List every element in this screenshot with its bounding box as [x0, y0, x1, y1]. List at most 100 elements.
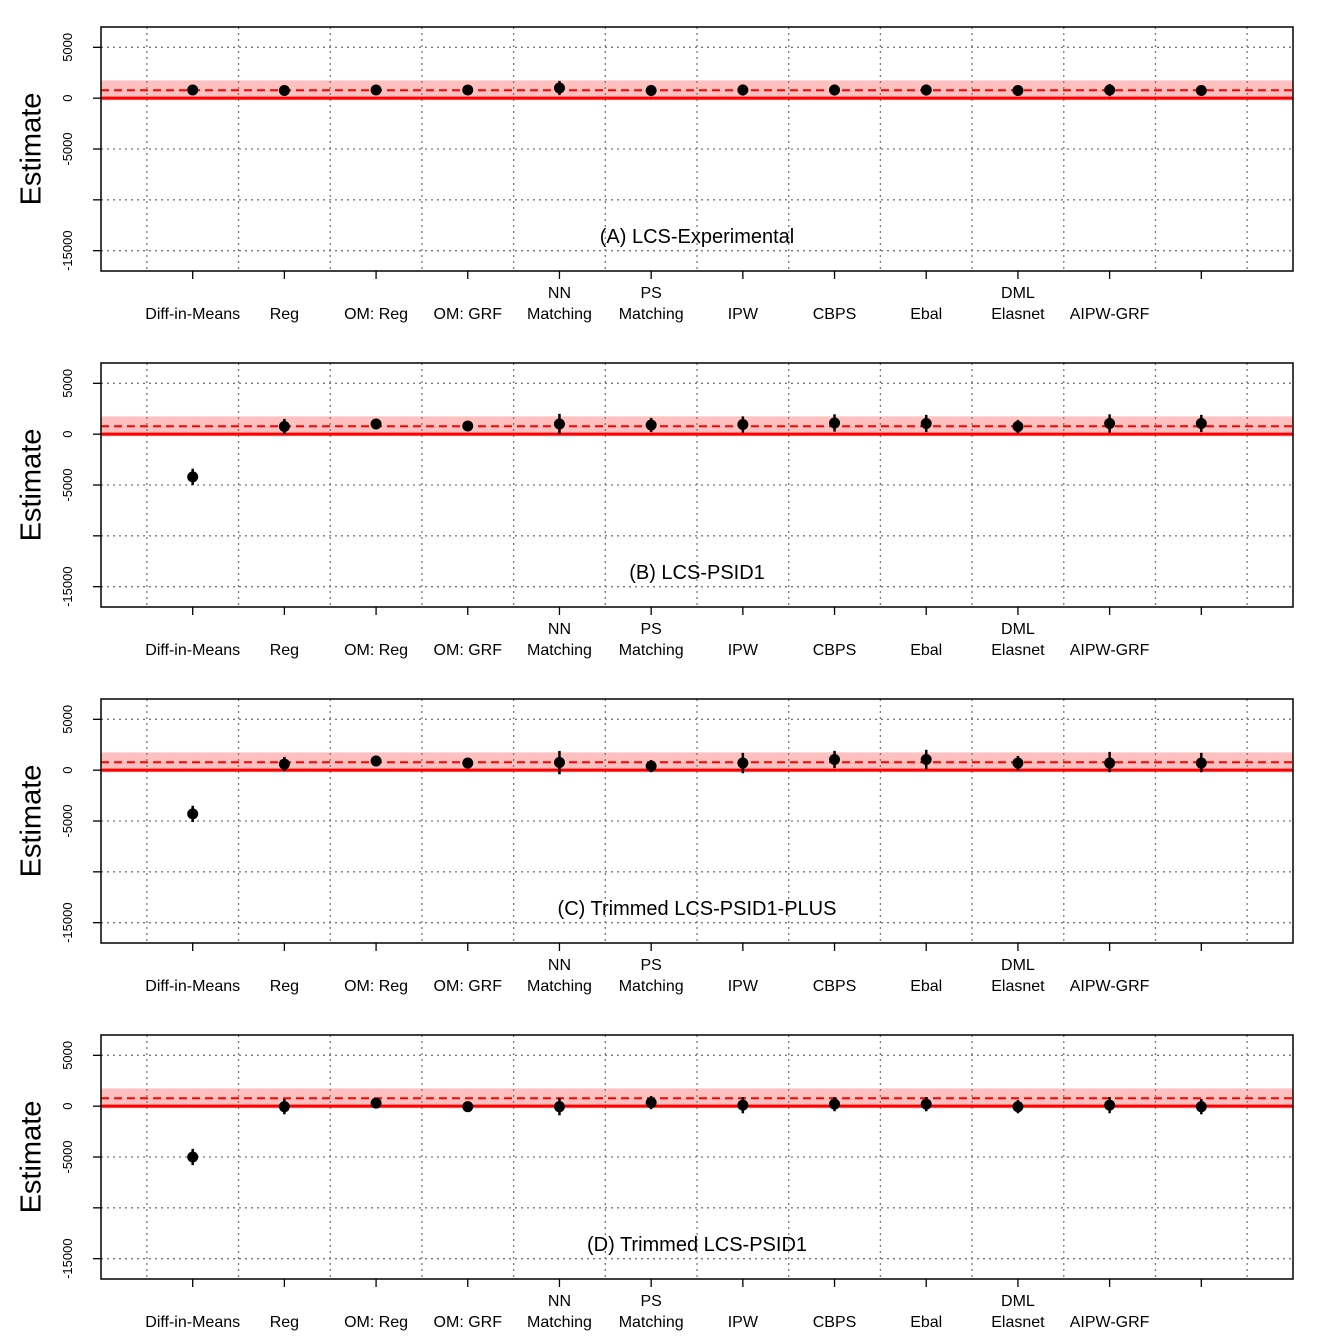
point-estimate — [278, 758, 290, 770]
y-tick-label: -5000 — [60, 468, 75, 501]
point-estimate — [829, 1098, 841, 1110]
x-category-label-line1: PS — [640, 957, 661, 974]
y-tick-label: -15000 — [60, 230, 75, 270]
point-estimate — [920, 1098, 932, 1110]
point-estimate — [1012, 1101, 1024, 1113]
point-estimate — [1012, 757, 1024, 769]
x-category-label: Matching — [527, 306, 592, 323]
y-tick-label: 5000 — [60, 705, 75, 734]
y-tick-label: -5000 — [60, 804, 75, 837]
panel-title: (B) LCS-PSID1 — [629, 562, 765, 584]
point-estimate — [370, 755, 382, 767]
point-estimate — [187, 471, 199, 483]
point-estimate — [829, 84, 841, 96]
point-estimate — [1195, 1101, 1207, 1113]
x-category-label-line1: NN — [548, 957, 571, 974]
panel-a: 5000 0 -5000 -15000 Estimate Diff-in-Means Reg… — [16, 26, 1294, 323]
point-estimate — [645, 419, 657, 431]
y-tick-label: 0 — [60, 431, 75, 438]
point-estimate — [278, 85, 290, 97]
point-estimate — [737, 1099, 749, 1111]
x-category-label: Ebal — [910, 642, 942, 659]
y-axis-label: Estimate — [16, 93, 48, 206]
point-estimate — [553, 1101, 565, 1113]
x-category-label: Matching — [527, 642, 592, 659]
y-tick-label: -5000 — [60, 132, 75, 165]
benchmark-ci-band — [101, 752, 1293, 773]
point-estimate — [462, 84, 474, 96]
x-category-label: Ebal — [910, 1314, 942, 1331]
x-category-label: IPW — [728, 306, 759, 323]
y-axis-label: Estimate — [16, 429, 48, 542]
x-category-label: Reg — [270, 306, 299, 323]
x-category-label: Reg — [270, 642, 299, 659]
point-estimate — [462, 1101, 474, 1113]
x-category-label-line1: DML — [1001, 621, 1035, 638]
point-estimate — [1195, 85, 1207, 97]
point-estimate — [553, 418, 565, 430]
y-tick-label: 5000 — [60, 1041, 75, 1070]
x-category-label: Diff-in-Means — [145, 306, 240, 323]
x-category-label: Elasnet — [991, 306, 1045, 323]
point-estimate — [278, 421, 290, 433]
x-category-label: Reg — [270, 1314, 299, 1331]
x-category-label: OM: Reg — [344, 978, 408, 995]
y-tick-label: -5000 — [60, 1140, 75, 1173]
x-category-label: CBPS — [813, 642, 857, 659]
x-category-label: AIPW-GRF — [1070, 1314, 1150, 1331]
point-estimate — [187, 808, 199, 820]
x-category-label: OM: GRF — [434, 1314, 503, 1331]
x-category-label: Diff-in-Means — [145, 978, 240, 995]
x-category-label-line1: DML — [1001, 1293, 1035, 1310]
y-axis-label: Estimate — [16, 765, 48, 878]
point-estimate — [920, 84, 932, 96]
panel-c: 5000 0 -5000 -15000 Estimate Diff-in-Means Reg… — [16, 698, 1294, 995]
point-estimate — [920, 753, 932, 765]
x-category-label: Matching — [527, 1314, 592, 1331]
x-category-label: Elasnet — [991, 978, 1045, 995]
x-category-label: Matching — [619, 1314, 684, 1331]
x-category-label: Matching — [619, 978, 684, 995]
panel-title: (D) Trimmed LCS-PSID1 — [587, 1234, 807, 1256]
point-estimate — [370, 1097, 382, 1109]
x-category-label: IPW — [728, 978, 759, 995]
y-tick-label: 0 — [60, 767, 75, 774]
x-category-label: OM: GRF — [434, 642, 503, 659]
point-estimate — [737, 84, 749, 96]
y-axis-label: Estimate — [16, 1101, 48, 1214]
x-category-label: CBPS — [813, 306, 857, 323]
point-estimate — [1195, 757, 1207, 769]
x-category-label: CBPS — [813, 1314, 857, 1331]
panel-d: 5000 0 -5000 -15000 Estimate Diff-in-Means Reg… — [16, 1034, 1294, 1331]
x-category-label-line1: DML — [1001, 957, 1035, 974]
x-category-label: OM: Reg — [344, 306, 408, 323]
point-estimate — [462, 420, 474, 432]
x-category-label: CBPS — [813, 978, 857, 995]
point-estimate — [187, 84, 199, 96]
x-category-label: Matching — [527, 978, 592, 995]
y-tick-label: -15000 — [60, 1238, 75, 1278]
x-category-label-line1: NN — [548, 1293, 571, 1310]
point-estimate — [187, 1151, 199, 1163]
x-category-label: AIPW-GRF — [1070, 306, 1150, 323]
point-estimate — [553, 757, 565, 769]
x-category-label: Reg — [270, 978, 299, 995]
point-estimate — [370, 84, 382, 96]
x-category-label-line1: NN — [548, 621, 571, 638]
panel-b: 5000 0 -5000 -15000 Estimate Diff-in-Means Reg… — [16, 362, 1294, 659]
x-category-label-line1: PS — [640, 285, 661, 302]
x-category-label: OM: GRF — [434, 306, 503, 323]
point-estimate — [737, 419, 749, 431]
y-tick-label: 0 — [60, 95, 75, 102]
x-category-label: Matching — [619, 642, 684, 659]
y-tick-label: 5000 — [60, 33, 75, 62]
x-category-label: Matching — [619, 306, 684, 323]
x-category-label: Diff-in-Means — [145, 1314, 240, 1331]
y-tick-label: -15000 — [60, 902, 75, 942]
y-tick-label: 0 — [60, 1103, 75, 1110]
point-estimate — [1012, 85, 1024, 97]
point-estimate — [1104, 1099, 1116, 1111]
x-category-label: Ebal — [910, 306, 942, 323]
x-category-label: Ebal — [910, 978, 942, 995]
